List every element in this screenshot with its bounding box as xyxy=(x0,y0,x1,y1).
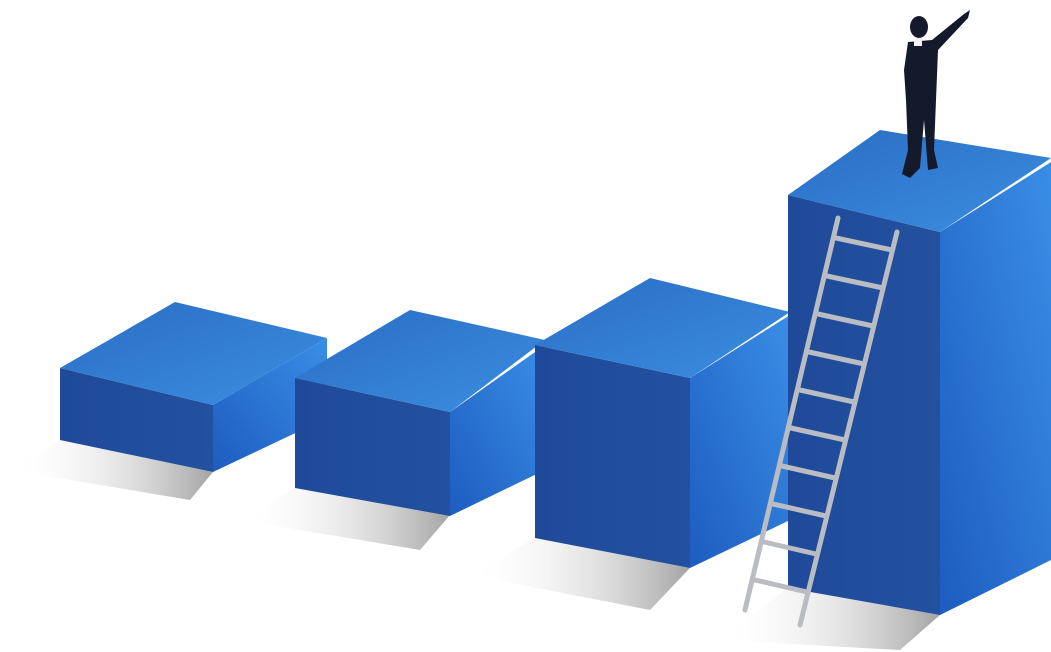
person xyxy=(902,10,970,178)
shadow xyxy=(240,488,450,550)
shadow xyxy=(720,588,940,650)
block xyxy=(535,278,790,568)
ladder xyxy=(742,215,900,628)
shadow xyxy=(10,440,213,500)
shadow xyxy=(470,538,690,610)
block xyxy=(788,130,1051,615)
block xyxy=(60,302,327,472)
block xyxy=(295,310,545,516)
